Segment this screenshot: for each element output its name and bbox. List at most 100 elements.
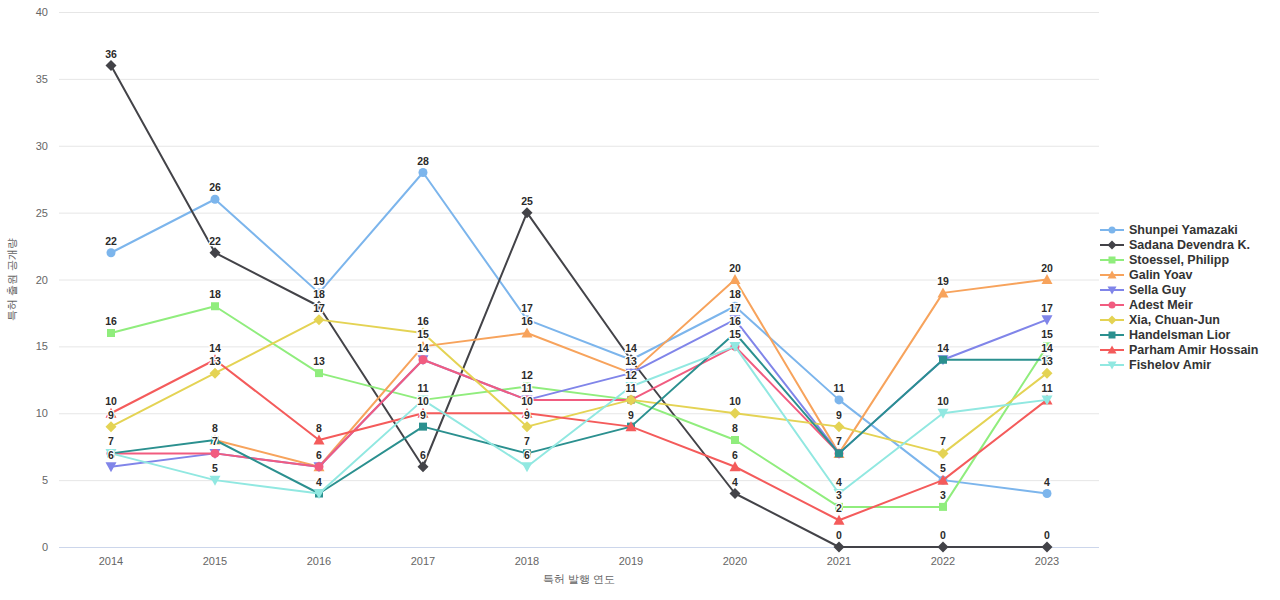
- chart-plot-area: 0510152025303540201420152016201720182019…: [0, 0, 1280, 600]
- data-label: 7: [212, 435, 218, 447]
- data-label: 4: [836, 476, 842, 488]
- data-point-stoessel-philipp-2015[interactable]: [211, 302, 219, 310]
- y-tick-label: 40: [36, 6, 48, 18]
- data-label: 9: [108, 409, 114, 421]
- data-label: 14: [937, 342, 949, 354]
- data-label: 0: [940, 529, 946, 541]
- data-label: 6: [732, 449, 738, 461]
- legend-symbol-diamond-icon: [1100, 314, 1124, 326]
- x-tick-labels: 2014201520162017201820192020202120222023: [99, 555, 1059, 567]
- data-point-sadana-devendra-k-2022[interactable]: [938, 542, 949, 553]
- data-point-stoessel-philipp-2016[interactable]: [315, 369, 323, 377]
- data-point-stoessel-philipp-2022[interactable]: [939, 503, 947, 511]
- data-label: 14: [417, 342, 429, 354]
- legend-symbol-square-icon: [1100, 254, 1124, 266]
- data-point-galin-yoav-2020[interactable]: [730, 274, 741, 284]
- data-label: 13: [209, 355, 221, 367]
- legend-symbol-square-icon: [1100, 329, 1124, 341]
- data-point-sadana-devendra-k-2017[interactable]: [418, 461, 429, 472]
- data-label: 6: [108, 449, 114, 461]
- data-point-handelsman-lior-2022[interactable]: [939, 356, 947, 364]
- data-label: 6: [524, 449, 530, 461]
- data-point-shunpei-yamazaki-2017[interactable]: [419, 168, 428, 177]
- legend-item-handelsman-lior[interactable]: Handelsman Lior: [1100, 327, 1258, 342]
- data-label: 15: [417, 328, 429, 340]
- legend-item-galin-yoav[interactable]: Galin Yoav: [1100, 267, 1258, 282]
- legend-item-fishelov-amir[interactable]: Fishelov Amir: [1100, 357, 1258, 372]
- x-tick-label: 2016: [307, 555, 331, 567]
- x-tick-label: 2023: [1035, 555, 1059, 567]
- legend-label: Fishelov Amir: [1129, 358, 1211, 372]
- x-tick-label: 2018: [515, 555, 539, 567]
- data-label: 11: [833, 382, 844, 394]
- data-label: 28: [417, 155, 429, 167]
- data-point-xia-chuan-jun-2021[interactable]: [834, 421, 845, 432]
- legend-label: Xia, Chuan-Jun: [1129, 313, 1220, 327]
- legend-item-shunpei-yamazaki[interactable]: Shunpei Yamazaki: [1100, 222, 1258, 237]
- data-label: 10: [937, 395, 949, 407]
- legend-label: Galin Yoav: [1129, 268, 1192, 282]
- y-tick-label: 25: [36, 207, 48, 219]
- data-label: 3: [836, 489, 842, 501]
- legend-item-xia-chuan-jun[interactable]: Xia, Chuan-Jun: [1100, 312, 1258, 327]
- x-tick-label: 2014: [99, 555, 123, 567]
- data-label: 22: [105, 235, 117, 247]
- data-point-xia-chuan-jun-2014[interactable]: [106, 421, 117, 432]
- data-label: 10: [105, 395, 117, 407]
- data-label: 6: [420, 449, 426, 461]
- legend-symbol-triangle-down-icon: [1100, 284, 1124, 296]
- data-point-sadana-devendra-k-2015[interactable]: [210, 247, 221, 258]
- data-point-sadana-devendra-k-2023[interactable]: [1042, 542, 1053, 553]
- data-label: 15: [729, 328, 741, 340]
- data-point-xia-chuan-jun-2020[interactable]: [730, 408, 741, 419]
- data-label: 6: [316, 449, 322, 461]
- legend-item-stoessel-philipp[interactable]: Stoessel, Philipp: [1100, 252, 1258, 267]
- data-point-xia-chuan-jun-2016[interactable]: [314, 314, 325, 325]
- data-point-handelsman-lior-2017[interactable]: [419, 423, 427, 431]
- data-label: 18: [209, 288, 221, 300]
- legend-item-parham-amir-hossain[interactable]: Parham Amir Hossain: [1100, 342, 1258, 357]
- y-tick-label: 20: [36, 274, 48, 286]
- data-point-stoessel-philipp-2020[interactable]: [731, 436, 739, 444]
- data-label: 25: [521, 195, 533, 207]
- data-point-shunpei-yamazaki-2021[interactable]: [835, 395, 844, 404]
- data-label: 17: [1041, 302, 1053, 314]
- data-label: 20: [1041, 262, 1053, 274]
- data-point-shunpei-yamazaki-2015[interactable]: [211, 195, 220, 204]
- legend-item-sella-guy[interactable]: Sella Guy: [1100, 282, 1258, 297]
- data-label: 11: [417, 382, 428, 394]
- data-point-stoessel-philipp-2014[interactable]: [107, 329, 115, 337]
- data-label: 36: [105, 48, 117, 60]
- data-point-shunpei-yamazaki-2023[interactable]: [1043, 489, 1052, 498]
- data-label: 0: [1044, 529, 1050, 541]
- y-tick-label: 5: [42, 474, 48, 486]
- data-point-shunpei-yamazaki-2014[interactable]: [107, 248, 116, 257]
- data-point-sadana-devendra-k-2021[interactable]: [834, 542, 845, 553]
- data-label: 12: [521, 369, 533, 381]
- data-point-handelsman-lior-2021[interactable]: [835, 449, 843, 457]
- data-point-adest-meir-2015[interactable]: [211, 449, 220, 458]
- data-label: 13: [625, 355, 637, 367]
- data-point-adest-meir-2016[interactable]: [315, 462, 324, 471]
- data-point-xia-chuan-jun-2015[interactable]: [210, 368, 221, 379]
- x-tick-label: 2021: [827, 555, 851, 567]
- legend-symbol-diamond-icon: [1100, 239, 1124, 251]
- legend-label: Shunpei Yamazaki: [1129, 223, 1238, 237]
- data-point-sadana-devendra-k-2014[interactable]: [106, 60, 117, 71]
- data-label: 10: [521, 395, 533, 407]
- data-label: 4: [1044, 476, 1050, 488]
- data-label: 2: [836, 502, 842, 514]
- legend-symbol-triangle-down-icon: [1100, 359, 1124, 371]
- data-point-adest-meir-2017[interactable]: [419, 355, 428, 364]
- data-label: 9: [628, 409, 634, 421]
- data-label: 11: [521, 382, 532, 394]
- legend-symbol-circle-icon: [1100, 224, 1124, 236]
- data-label: 8: [316, 422, 322, 434]
- data-label: 14: [1041, 342, 1053, 354]
- data-point-fishelov-amir-2018[interactable]: [522, 462, 533, 472]
- data-label: 9: [420, 409, 426, 421]
- series-line-shunpei-yamazaki: [111, 173, 1047, 494]
- legend-item-adest-meir[interactable]: Adest Meir: [1100, 297, 1258, 312]
- legend-item-sadana-devendra-k[interactable]: Sadana Devendra K.: [1100, 237, 1258, 252]
- data-label: 20: [729, 262, 741, 274]
